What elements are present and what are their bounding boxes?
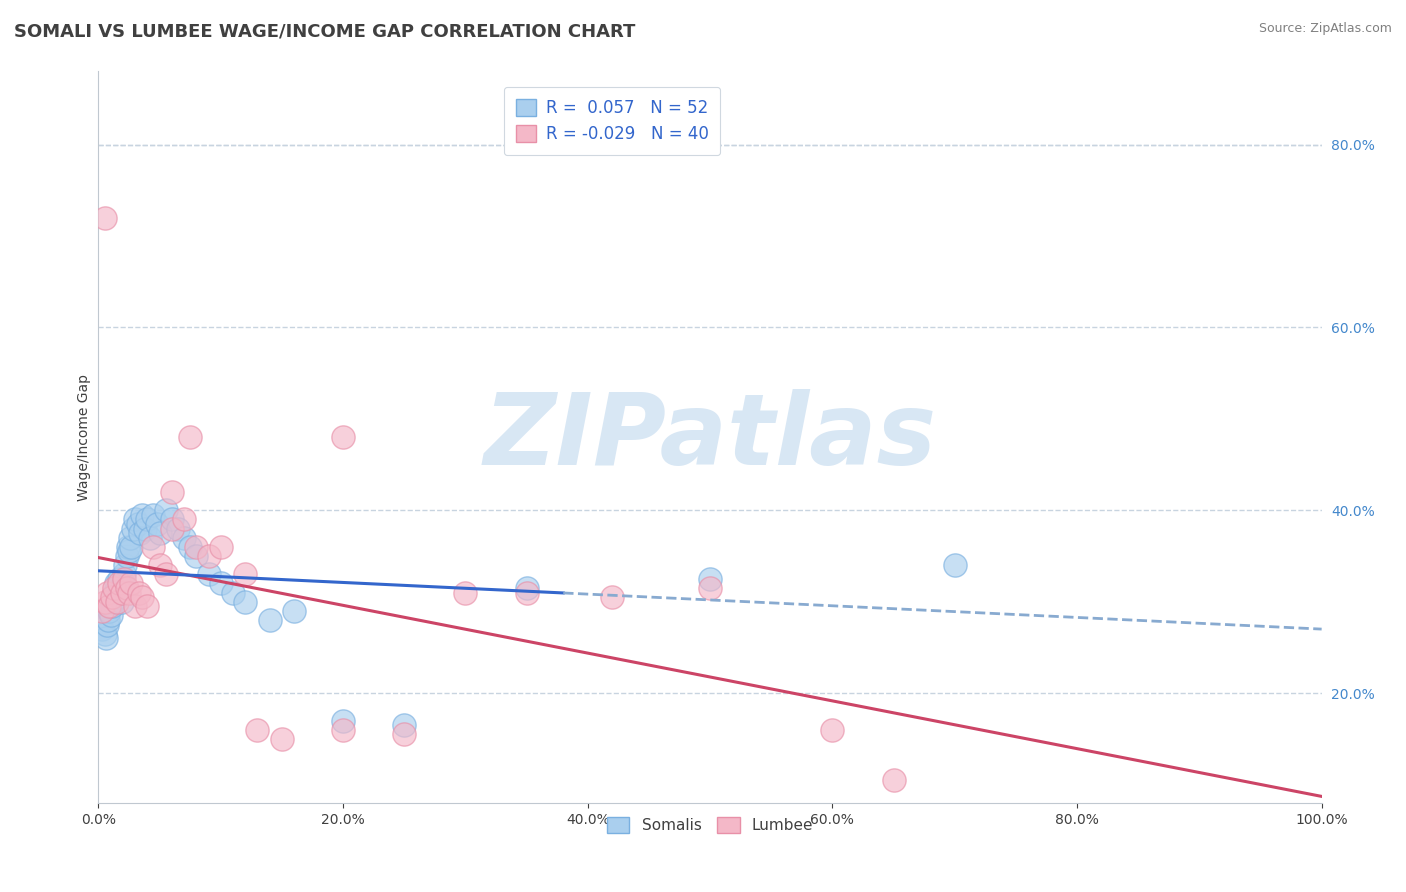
Point <box>246 723 269 737</box>
Point <box>270 731 294 746</box>
Point <box>209 576 232 591</box>
Point <box>332 430 354 444</box>
Point <box>93 211 115 225</box>
Point <box>105 581 128 595</box>
Point <box>121 521 143 535</box>
Point <box>136 512 159 526</box>
Point <box>332 714 354 728</box>
Point <box>134 521 156 535</box>
Point <box>111 594 134 608</box>
Point <box>179 430 201 444</box>
Point <box>127 516 149 531</box>
Point <box>515 581 537 595</box>
Point <box>155 567 177 582</box>
Point <box>101 590 124 604</box>
Point <box>98 604 121 618</box>
Point <box>209 540 232 554</box>
Point <box>101 599 124 614</box>
Point <box>136 599 159 614</box>
Point <box>173 531 195 545</box>
Point <box>160 485 183 500</box>
Point <box>160 521 183 535</box>
Point <box>139 531 162 545</box>
Point <box>115 581 138 595</box>
Point <box>103 581 125 595</box>
Point <box>117 540 139 554</box>
Point <box>160 512 183 526</box>
Point <box>115 549 138 563</box>
Point <box>100 608 122 623</box>
Point <box>112 567 135 582</box>
Point <box>167 521 190 535</box>
Point <box>142 540 165 554</box>
Point <box>104 576 127 591</box>
Point <box>96 617 118 632</box>
Point <box>111 585 134 599</box>
Point <box>108 572 131 586</box>
Point <box>131 508 153 522</box>
Point <box>332 723 354 737</box>
Point <box>94 632 117 646</box>
Point <box>233 594 256 608</box>
Point <box>96 585 118 599</box>
Point <box>699 581 721 595</box>
Point <box>149 526 172 541</box>
Point <box>120 531 142 545</box>
Point <box>124 512 146 526</box>
Point <box>120 576 142 591</box>
Point <box>91 604 114 618</box>
Point <box>129 526 152 541</box>
Point <box>124 599 146 614</box>
Point <box>233 567 256 582</box>
Point <box>454 585 477 599</box>
Point <box>392 727 416 741</box>
Point <box>101 594 124 608</box>
Point <box>883 772 905 787</box>
Point <box>821 723 844 737</box>
Point <box>105 594 128 608</box>
Point <box>128 585 150 599</box>
Point <box>155 503 177 517</box>
Point <box>97 613 120 627</box>
Point <box>98 599 121 614</box>
Point <box>110 585 132 599</box>
Point <box>120 540 142 554</box>
Text: ZIPatlas: ZIPatlas <box>484 389 936 485</box>
Text: Source: ZipAtlas.com: Source: ZipAtlas.com <box>1258 22 1392 36</box>
Point <box>186 549 208 563</box>
Point <box>515 585 537 599</box>
Point <box>93 594 115 608</box>
Point <box>146 516 169 531</box>
Text: SOMALI VS LUMBEE WAGE/INCOME GAP CORRELATION CHART: SOMALI VS LUMBEE WAGE/INCOME GAP CORRELA… <box>14 22 636 40</box>
Point <box>118 544 141 558</box>
Point <box>91 622 114 636</box>
Point <box>131 590 153 604</box>
Point <box>114 558 136 573</box>
Point <box>186 540 208 554</box>
Point <box>259 613 281 627</box>
Point <box>103 585 125 599</box>
Point <box>112 572 135 586</box>
Legend: Somalis, Lumbee: Somalis, Lumbee <box>600 811 820 839</box>
Point <box>197 567 219 582</box>
Point <box>283 604 305 618</box>
Point <box>222 585 245 599</box>
Point <box>600 590 623 604</box>
Point <box>179 540 201 554</box>
Point <box>93 626 115 640</box>
Point <box>392 718 416 732</box>
Point <box>173 512 195 526</box>
Point <box>118 585 141 599</box>
Point <box>108 576 131 591</box>
Point <box>142 508 165 522</box>
Point <box>107 590 129 604</box>
Point <box>111 576 134 591</box>
Point <box>699 572 721 586</box>
Point <box>197 549 219 563</box>
Y-axis label: Wage/Income Gap: Wage/Income Gap <box>77 374 91 500</box>
Point <box>943 558 966 573</box>
Point <box>149 558 172 573</box>
